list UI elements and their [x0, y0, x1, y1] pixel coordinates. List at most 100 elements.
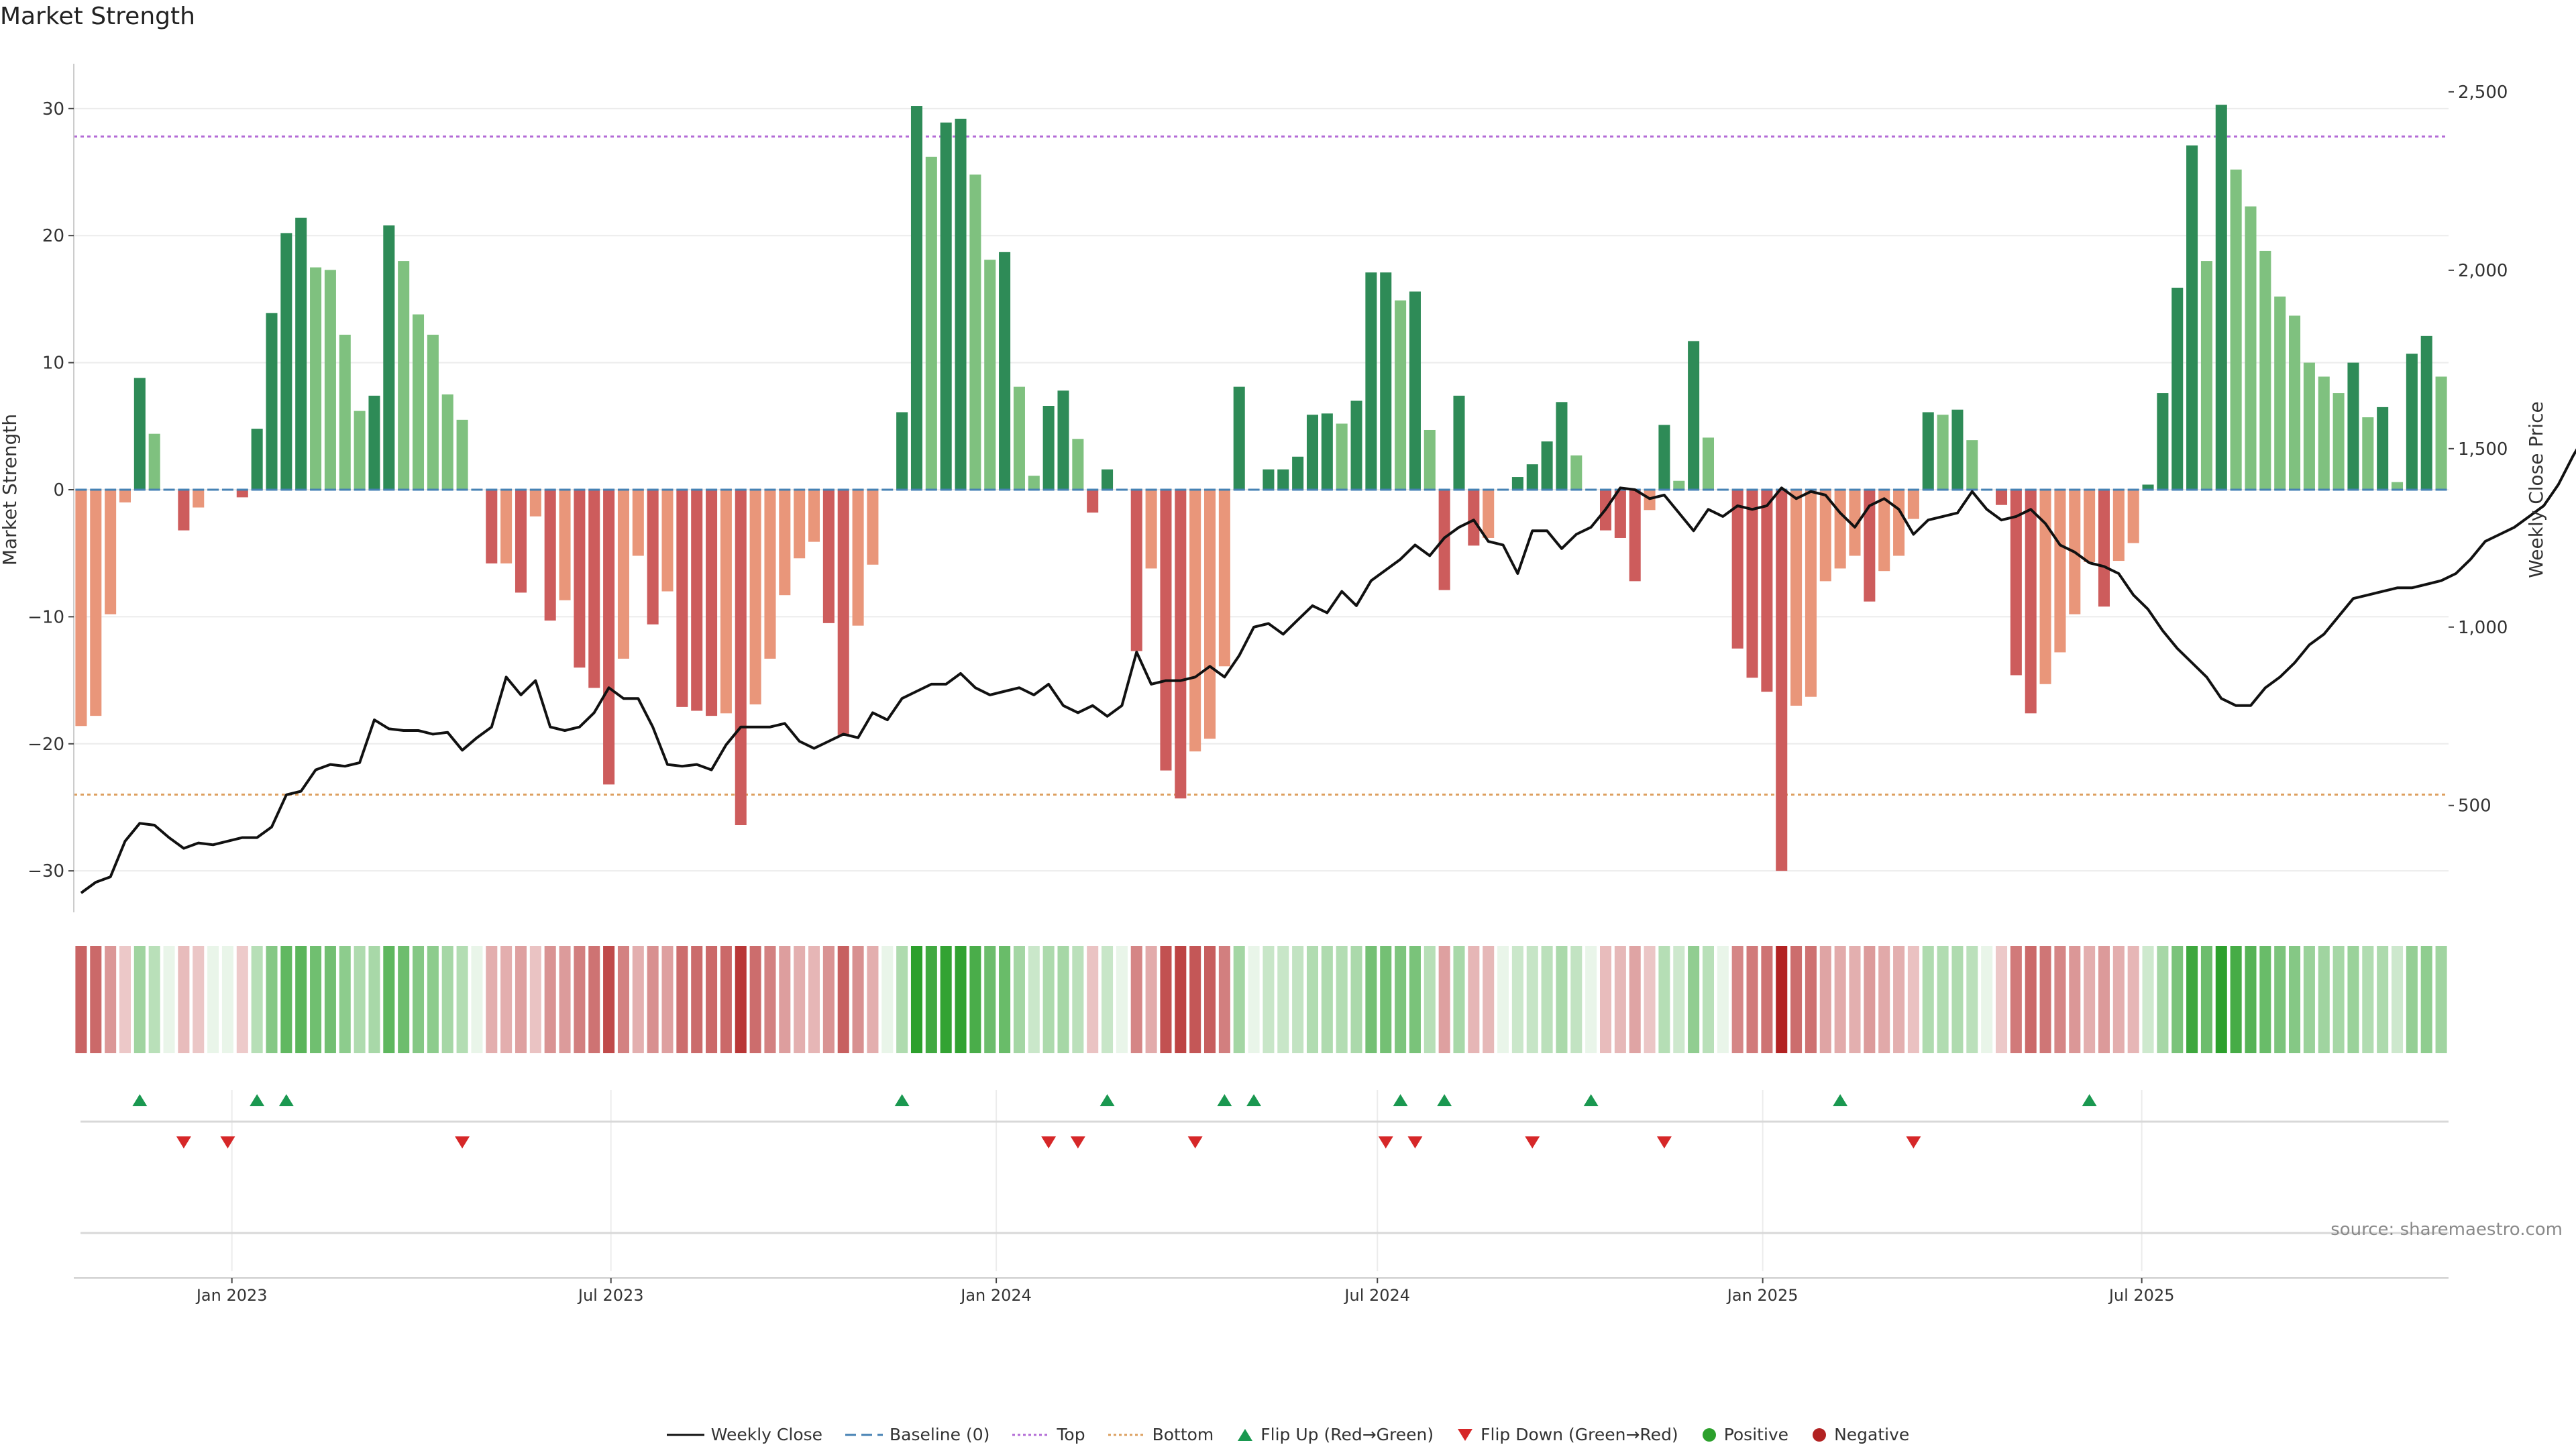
strength-bar: [1336, 423, 1348, 490]
heat-cell: [2289, 946, 2301, 1053]
y2-tick-label: 2,500: [2458, 83, 2508, 103]
y-tick-label: 30: [42, 99, 64, 119]
legend-label: Bottom: [1152, 1425, 1214, 1444]
flip-up-marker: [2082, 1094, 2097, 1106]
strength-bar: [2127, 490, 2139, 543]
strength-bar: [1511, 477, 1523, 490]
heat-cell: [2200, 946, 2212, 1053]
heat-cell: [691, 946, 703, 1053]
heat-cell: [310, 946, 322, 1053]
strength-bar: [574, 490, 586, 668]
strength-bar: [2435, 376, 2447, 490]
strength-bar: [1203, 490, 1216, 739]
strength-bar: [1805, 490, 1817, 697]
heat-cell: [852, 946, 864, 1053]
heat-cell: [398, 946, 410, 1053]
strength-bar: [2054, 490, 2066, 653]
x-tick-label: Jul 2025: [2108, 1286, 2175, 1305]
heat-cell: [1160, 946, 1172, 1053]
strength-bar: [647, 490, 659, 625]
heat-cell: [720, 946, 732, 1053]
threshold-lines: [74, 135, 2449, 796]
heat-cell: [207, 946, 219, 1053]
heat-cell: [500, 946, 513, 1053]
strength-bar: [969, 174, 981, 490]
flip-up-marker: [1246, 1094, 1262, 1106]
strength-bar: [1483, 490, 1495, 538]
heat-cell: [1497, 946, 1509, 1053]
positive-dot-icon: [1702, 1428, 1716, 1442]
heat-cell: [383, 946, 395, 1053]
strength-bar: [720, 490, 732, 714]
flip-up-marker: [132, 1094, 148, 1106]
heat-cell: [1937, 946, 1949, 1053]
strength-bar: [2142, 484, 2154, 490]
strength-bar: [822, 490, 835, 623]
strength-bar: [1746, 490, 1758, 678]
y-tick-label: 0: [53, 480, 64, 500]
y2-tick-label: 2,000: [2458, 261, 2508, 281]
strength-bar: [295, 217, 307, 490]
heat-cell: [574, 946, 586, 1053]
heat-cell: [1395, 946, 1407, 1053]
heat-cell: [1321, 946, 1333, 1053]
strength-bar: [2362, 417, 2374, 490]
heat-cell: [1688, 946, 1700, 1053]
flip-down-marker: [1070, 1136, 1085, 1148]
weekly-close-swatch-icon: [666, 1434, 704, 1436]
strength-bar: [280, 233, 292, 490]
strength-bar: [1102, 469, 1114, 490]
heat-cell: [2215, 946, 2227, 1053]
strength-bar: [1922, 412, 1934, 490]
heat-cell: [2054, 946, 2066, 1053]
heat-cell: [90, 946, 102, 1053]
strength-bar: [1175, 490, 1187, 799]
strength-bar: [2347, 362, 2359, 490]
flip-up-marker: [1099, 1094, 1115, 1106]
strength-bar: [1658, 425, 1670, 490]
legend-item-negative: Negative: [1811, 1425, 1909, 1444]
weekly-close-line: [80, 448, 2576, 894]
strength-bar: [1218, 490, 1230, 667]
strength-bar: [1292, 456, 1304, 490]
flip-down-marker: [455, 1136, 470, 1148]
strength-bar: [706, 490, 718, 716]
heat-cell: [1585, 946, 1597, 1053]
strength-bar: [603, 490, 615, 785]
baseline-swatch-icon: [845, 1434, 883, 1436]
heat-cell: [896, 946, 908, 1053]
flip-up-marker: [1583, 1094, 1599, 1106]
heat-cell: [1907, 946, 1919, 1053]
strength-bar: [1995, 490, 2008, 505]
heat-cell: [368, 946, 380, 1053]
flip-up-marker: [1833, 1094, 1848, 1106]
strength-bar: [808, 490, 820, 542]
strength-bar: [1145, 490, 1157, 569]
legend-item-bottom: Bottom: [1108, 1425, 1214, 1444]
heat-cell: [178, 946, 190, 1053]
strength-bar: [2303, 362, 2315, 490]
heat-cell: [1013, 946, 1025, 1053]
heat-strip: [75, 946, 2447, 1053]
strength-bar: [354, 411, 366, 490]
heat-cell: [2069, 946, 2081, 1053]
flip-up-marker: [250, 1094, 265, 1106]
heat-cell: [441, 946, 453, 1053]
strength-bar: [588, 490, 600, 688]
heat-cell: [617, 946, 629, 1053]
strength-bar: [105, 490, 117, 614]
strength-bar: [1951, 409, 1964, 490]
heat-cell: [794, 946, 806, 1053]
strength-bar: [1306, 415, 1319, 490]
flip-markers: [132, 1094, 2097, 1148]
strength-bar: [251, 429, 263, 490]
heat-cell: [632, 946, 644, 1053]
heat-cell: [1673, 946, 1685, 1053]
heat-cell: [2084, 946, 2096, 1053]
strength-bar: [735, 490, 747, 825]
heat-cell: [1277, 946, 1289, 1053]
strength-bar: [412, 314, 425, 490]
heat-cell: [236, 946, 248, 1053]
heat-cell: [647, 946, 659, 1053]
legend-label: Top: [1057, 1425, 1085, 1444]
